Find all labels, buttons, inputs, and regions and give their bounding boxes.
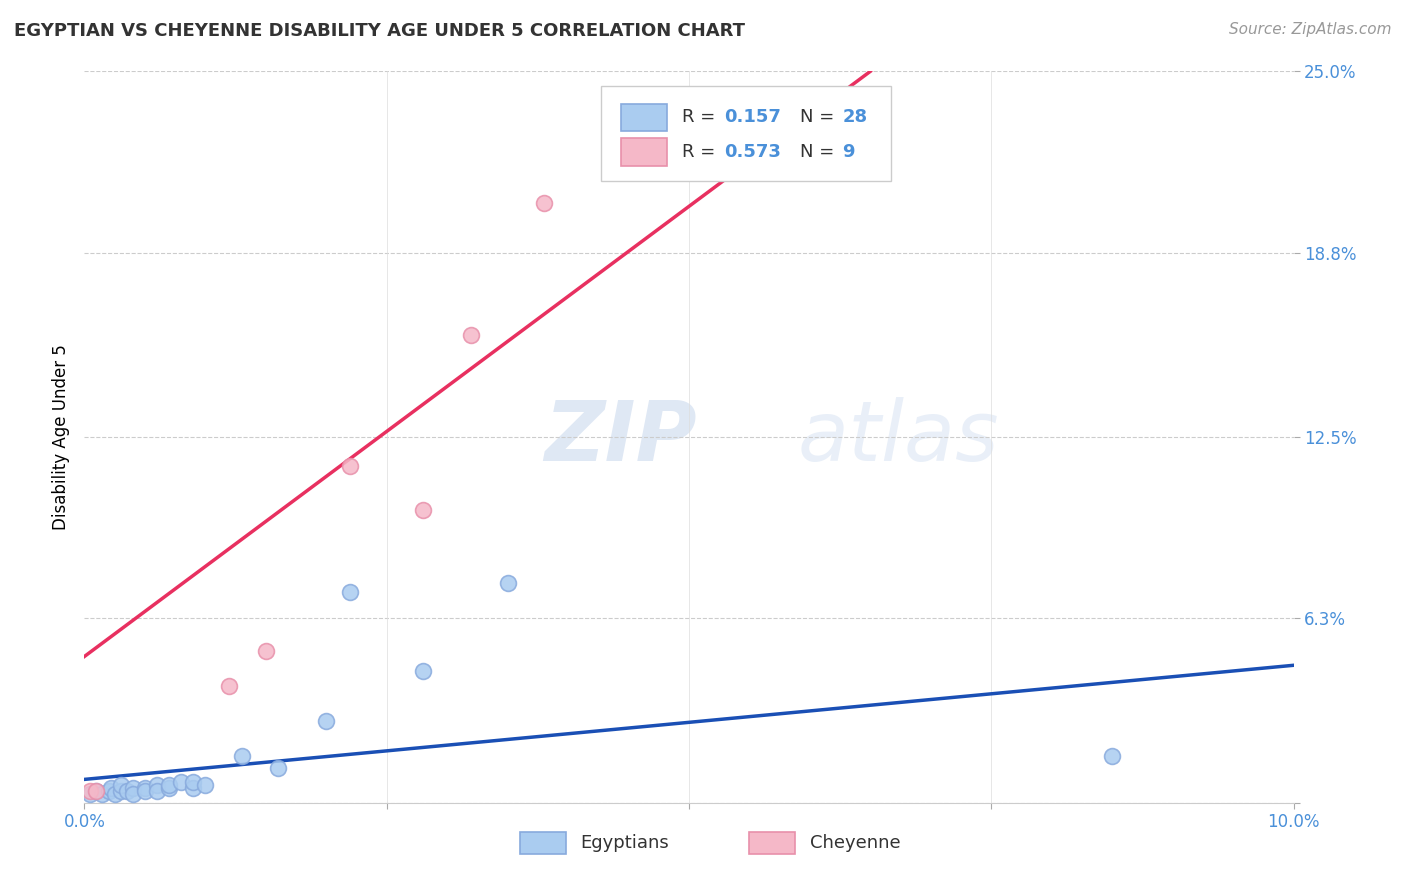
Text: N =: N = bbox=[800, 143, 841, 161]
Text: R =: R = bbox=[682, 109, 721, 127]
Point bbox=[339, 459, 361, 474]
Text: 0.573: 0.573 bbox=[724, 143, 780, 161]
FancyBboxPatch shape bbox=[600, 86, 891, 181]
Point bbox=[91, 787, 114, 801]
Point bbox=[110, 778, 132, 792]
Point bbox=[79, 784, 101, 798]
Point bbox=[181, 781, 204, 796]
Text: 28: 28 bbox=[842, 109, 868, 127]
Point bbox=[339, 585, 361, 599]
Text: 9: 9 bbox=[842, 143, 855, 161]
Point bbox=[181, 775, 204, 789]
Point bbox=[412, 664, 434, 678]
Point bbox=[121, 787, 143, 801]
Text: Egyptians: Egyptians bbox=[581, 834, 669, 852]
Point bbox=[146, 778, 169, 792]
Point bbox=[134, 781, 156, 796]
Point bbox=[315, 714, 337, 728]
Point bbox=[100, 781, 122, 796]
Point bbox=[267, 761, 290, 775]
FancyBboxPatch shape bbox=[621, 103, 668, 131]
Text: Cheyenne: Cheyenne bbox=[810, 834, 900, 852]
Point bbox=[460, 327, 482, 342]
Text: ZIP: ZIP bbox=[544, 397, 696, 477]
FancyBboxPatch shape bbox=[520, 832, 565, 854]
Point bbox=[170, 775, 193, 789]
Point bbox=[110, 784, 132, 798]
FancyBboxPatch shape bbox=[749, 832, 796, 854]
Text: Source: ZipAtlas.com: Source: ZipAtlas.com bbox=[1229, 22, 1392, 37]
Text: R =: R = bbox=[682, 143, 721, 161]
Text: N =: N = bbox=[800, 109, 841, 127]
Point bbox=[1101, 749, 1123, 764]
Point bbox=[134, 784, 156, 798]
Point bbox=[533, 196, 555, 211]
Point bbox=[157, 781, 180, 796]
Point bbox=[412, 503, 434, 517]
Point bbox=[231, 749, 253, 764]
Point bbox=[678, 94, 700, 108]
Point bbox=[496, 576, 519, 591]
Text: 0.157: 0.157 bbox=[724, 109, 780, 127]
Point bbox=[194, 778, 217, 792]
Point bbox=[121, 781, 143, 796]
Point bbox=[157, 778, 180, 792]
Text: atlas: atlas bbox=[797, 397, 1000, 477]
Point bbox=[86, 784, 108, 798]
FancyBboxPatch shape bbox=[621, 138, 668, 166]
Point bbox=[218, 679, 240, 693]
Point bbox=[115, 784, 138, 798]
Text: EGYPTIAN VS CHEYENNE DISABILITY AGE UNDER 5 CORRELATION CHART: EGYPTIAN VS CHEYENNE DISABILITY AGE UNDE… bbox=[14, 22, 745, 40]
Y-axis label: Disability Age Under 5: Disability Age Under 5 bbox=[52, 344, 70, 530]
Point bbox=[146, 784, 169, 798]
Point bbox=[104, 787, 127, 801]
Point bbox=[86, 784, 108, 798]
Point bbox=[254, 643, 277, 657]
Point bbox=[97, 784, 120, 798]
Point bbox=[79, 787, 101, 801]
